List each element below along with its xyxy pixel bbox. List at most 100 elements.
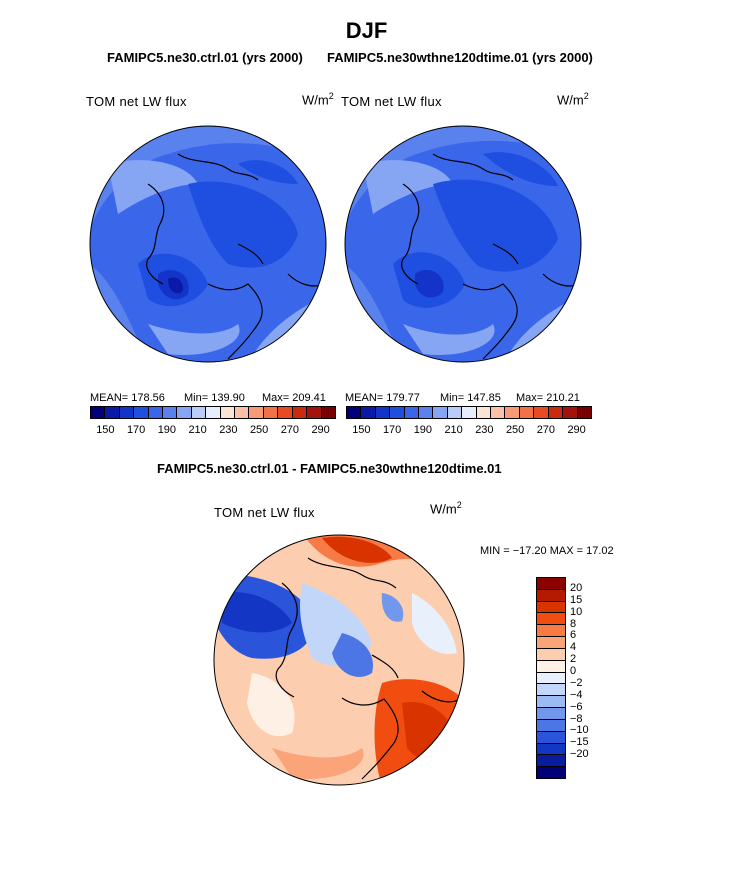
colorbar-swatch — [105, 407, 120, 418]
colorbar-swatch — [321, 407, 335, 418]
colorbar-swatch — [119, 407, 135, 418]
colorbar-tick-label: 170 — [126, 424, 146, 436]
diff-colorbar-label: 20 — [570, 581, 583, 594]
right-model-label: FAMIPC5.ne30wthne120dtime.01 (yrs 2000) — [327, 50, 593, 65]
colorbar-tick-label: 290 — [567, 424, 586, 436]
diff-colorbar-label: −4 — [570, 688, 583, 701]
colorbar-swatch — [177, 407, 192, 418]
colorbar-swatch — [220, 407, 236, 418]
right-units-label: W/m2 — [557, 91, 589, 108]
colorbar-swatch — [361, 407, 376, 418]
diff-colorbar-swatch — [537, 767, 565, 779]
diff-colorbar-swatch — [537, 601, 565, 614]
diff-colorbar-swatch — [537, 743, 565, 756]
colorbar-swatch — [419, 407, 434, 418]
diff-colorbar-label: −6 — [570, 700, 583, 713]
diff-colorbar-swatch — [537, 731, 565, 744]
colorbar-swatch — [148, 407, 164, 418]
diff-colorbar-swatch — [537, 578, 565, 590]
colorbar-swatch — [534, 407, 549, 418]
difference-title: FAMIPC5.ne30.ctrl.01 - FAMIPC5.ne30wthne… — [157, 461, 502, 476]
difference-polar-map — [213, 534, 465, 786]
diff-colorbar-swatch — [537, 613, 565, 626]
colorbar-tick-label: 170 — [382, 424, 402, 436]
diff-minmax-stat: MIN = −17.20 MAX = 17.02 — [480, 545, 614, 557]
colorbar-swatch — [404, 407, 420, 418]
colorbar-tick-label: 190 — [413, 424, 433, 436]
diff-colorbar-swatch — [537, 589, 565, 602]
left-max-stat: Max= 209.41 — [262, 392, 326, 404]
diff-colorbar-swatch — [537, 637, 565, 649]
diff-colorbar-label: −2 — [570, 676, 583, 689]
diff-colorbar-label: 4 — [570, 641, 577, 654]
colorbar-swatch — [433, 407, 448, 418]
diff-colorbar-label: −8 — [570, 712, 583, 725]
plot-title: DJF — [345, 18, 388, 43]
colorbar-swatch — [347, 407, 362, 418]
diff-colorbar-swatch — [537, 648, 565, 661]
colorbar-tick-label: 270 — [536, 424, 556, 436]
colorbar-swatch — [91, 407, 106, 418]
diff-variable-label: TOM net LW flux — [214, 505, 315, 520]
diff-colorbar-label: 15 — [570, 593, 583, 606]
right-min-stat: Min= 147.85 — [440, 392, 501, 404]
left-min-stat: Min= 139.90 — [184, 392, 245, 404]
colorbar-tick-label: 230 — [475, 424, 494, 436]
diff-colorbar-swatch — [537, 755, 565, 768]
diff-colorbar-label: −10 — [570, 724, 589, 737]
colorbar-swatch — [206, 407, 221, 418]
right-max-stat: Max= 210.21 — [516, 392, 580, 404]
difference-colorbar-labels: 20 15 10 8 6 4 2 0 −2 −4 −6 −8 −10 −15 −20 — [570, 577, 610, 779]
colorbar-tick-label: 250 — [505, 424, 525, 436]
left-polar-map — [89, 125, 327, 363]
diff-colorbar-label: 6 — [570, 629, 577, 642]
colorbar-swatch — [505, 407, 520, 418]
left-variable-label: TOM net LW flux — [86, 94, 187, 109]
diff-colorbar-swatch — [537, 696, 565, 709]
colorbar-tick-label: 290 — [311, 424, 330, 436]
diff-units-label: W/m2 — [430, 500, 462, 517]
colorbar-swatch — [577, 407, 591, 418]
colorbar-swatch — [548, 407, 564, 418]
diff-colorbar-label: 0 — [570, 665, 577, 678]
colorbar-tick-label: 210 — [444, 424, 463, 436]
diff-colorbar-label: −20 — [570, 748, 589, 761]
colorbar-swatch — [491, 407, 506, 418]
difference-colorbar — [536, 577, 566, 779]
colorbar-swatch — [292, 407, 308, 418]
diff-colorbar-label: −15 — [570, 736, 589, 749]
colorbar-swatch — [519, 407, 535, 418]
right-variable-label: TOM net LW flux — [341, 94, 442, 109]
colorbar-swatch — [278, 407, 293, 418]
colorbar-swatch — [235, 407, 250, 418]
colorbar-swatch — [134, 407, 149, 418]
colorbar-tick-label: 150 — [352, 424, 371, 436]
colorbar-swatch — [307, 407, 322, 418]
left-colorbar-ticks: 150 170 190 210 230 250 270 290 — [90, 424, 336, 436]
diff-colorbar-swatch — [537, 719, 565, 732]
colorbar-tick-label: 250 — [249, 424, 269, 436]
right-mean-stat: MEAN= 179.77 — [345, 392, 420, 404]
colorbar-swatch — [249, 407, 264, 418]
colorbar-tick-label: 150 — [96, 424, 115, 436]
diff-colorbar-swatch — [537, 625, 565, 638]
diff-colorbar-swatch — [537, 708, 565, 720]
colorbar-swatch — [476, 407, 492, 418]
diff-colorbar-label: 2 — [570, 653, 577, 666]
colorbar-tick-label: 230 — [219, 424, 238, 436]
colorbar-swatch — [462, 407, 477, 418]
left-colorbar — [90, 406, 336, 419]
colorbar-swatch — [163, 407, 178, 418]
colorbar-swatch — [375, 407, 391, 418]
diff-colorbar-label: 10 — [570, 605, 583, 618]
colorbar-swatch — [390, 407, 405, 418]
colorbar-tick-label: 270 — [280, 424, 300, 436]
right-polar-map — [344, 125, 582, 363]
left-model-label: FAMIPC5.ne30.ctrl.01 (yrs 2000) — [107, 50, 303, 65]
right-colorbar — [346, 406, 592, 419]
colorbar-swatch — [447, 407, 463, 418]
colorbar-tick-label: 190 — [157, 424, 177, 436]
colorbar-swatch — [563, 407, 578, 418]
colorbar-swatch — [191, 407, 207, 418]
right-colorbar-ticks: 150 170 190 210 230 250 270 290 — [346, 424, 592, 436]
